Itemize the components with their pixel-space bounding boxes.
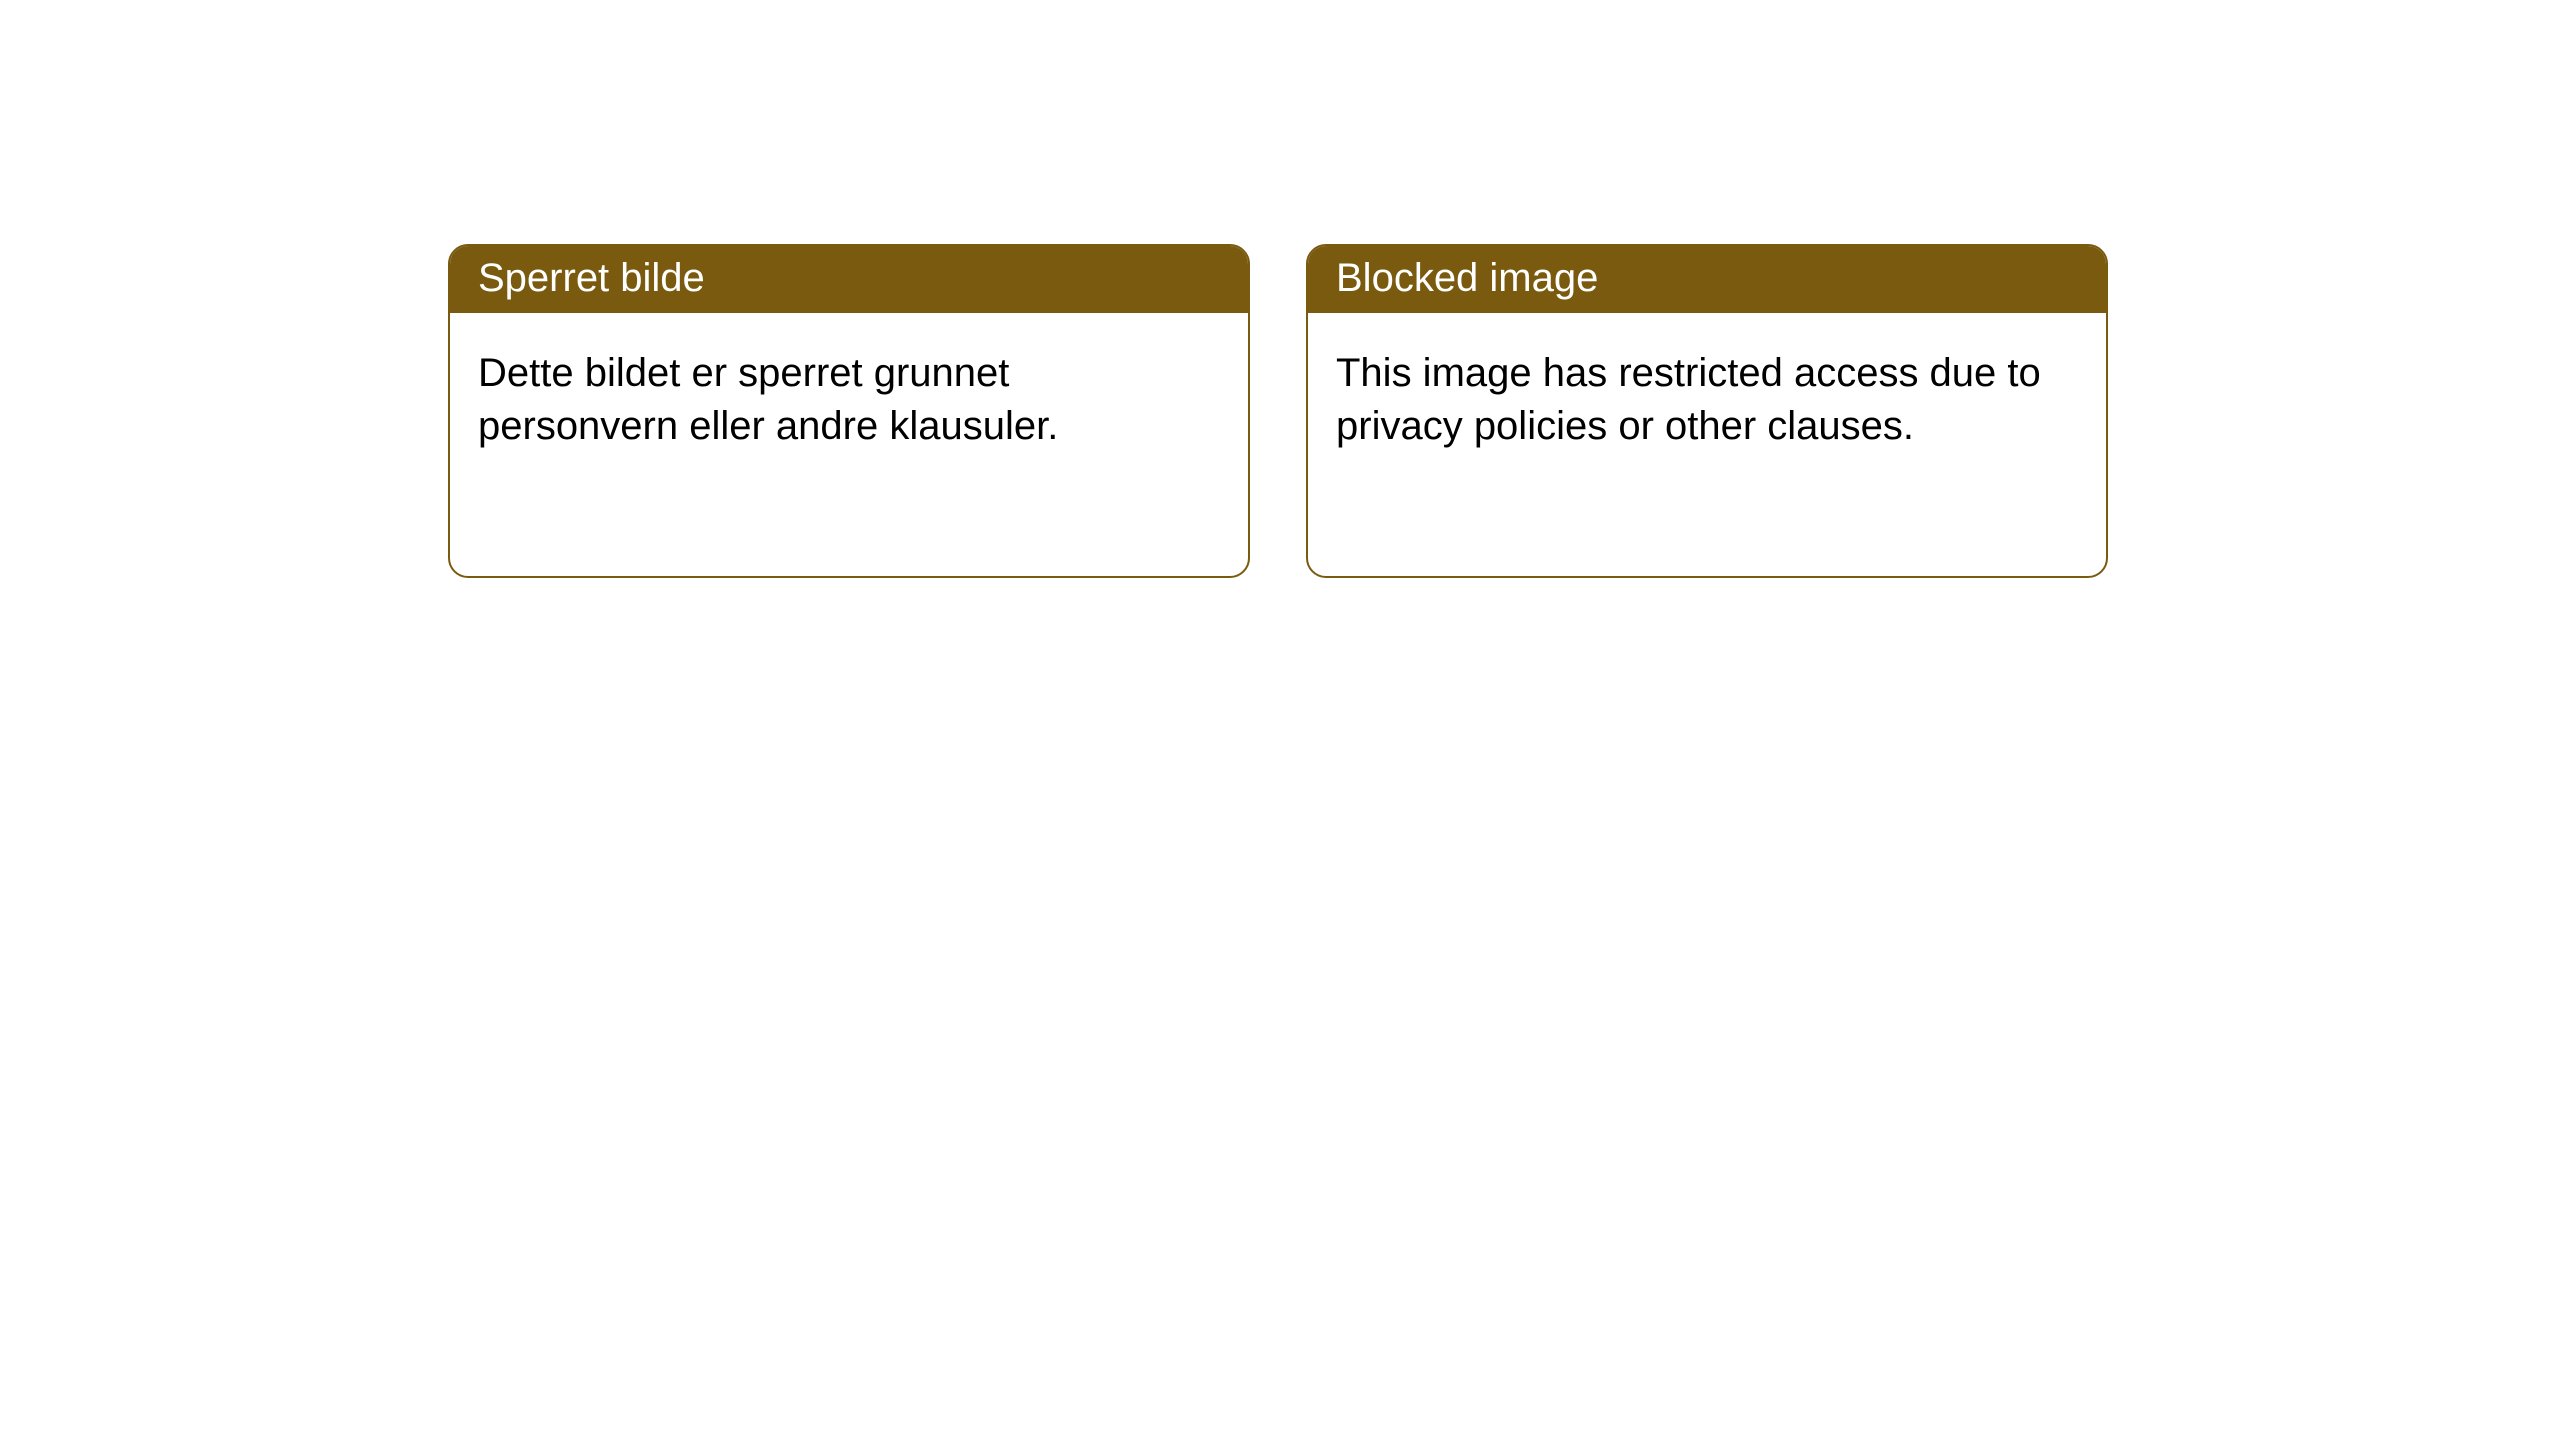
card-header: Sperret bilde (450, 246, 1248, 313)
card-body-text: This image has restricted access due to … (1336, 351, 2041, 448)
notice-cards-container: Sperret bilde Dette bildet er sperret gr… (448, 244, 2108, 578)
card-body: This image has restricted access due to … (1308, 313, 2106, 487)
card-body: Dette bildet er sperret grunnet personve… (450, 313, 1248, 487)
notice-card-norwegian: Sperret bilde Dette bildet er sperret gr… (448, 244, 1250, 578)
card-title: Sperret bilde (478, 256, 705, 300)
card-body-text: Dette bildet er sperret grunnet personve… (478, 351, 1058, 448)
notice-card-english: Blocked image This image has restricted … (1306, 244, 2108, 578)
card-title: Blocked image (1336, 256, 1598, 300)
card-header: Blocked image (1308, 246, 2106, 313)
